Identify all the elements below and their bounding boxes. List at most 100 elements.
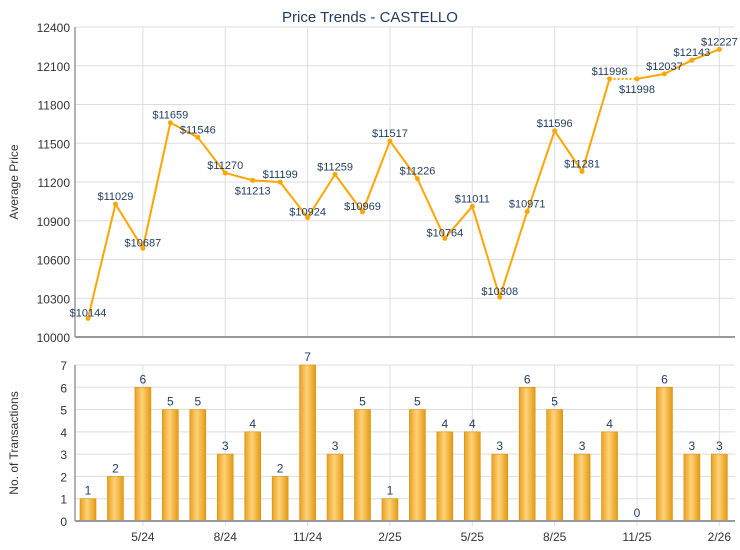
data-point [414,176,420,182]
y-axis-label-price: Average Price [7,144,21,219]
data-point [222,170,228,176]
bar-label: 6 [661,372,668,386]
y-tick-label: 10600 [37,254,71,268]
data-point [167,120,173,126]
bar [546,409,563,522]
bar-label: 5 [551,395,558,409]
data-point [277,179,283,185]
line-segment [197,136,227,174]
data-point [85,315,91,321]
data-label: $10924 [289,207,326,219]
data-label: $11546 [180,124,216,136]
y-tick-label: 0 [60,515,67,529]
data-point [661,71,667,77]
y-tick-label: 10300 [37,292,71,306]
bar-label: 1 [387,484,394,498]
bar-label: 2 [112,461,119,475]
data-point [716,46,722,52]
data-label: $11213 [235,185,271,197]
bar [79,498,97,522]
bar-label: 3 [222,439,229,453]
bar-label: 5 [194,395,201,409]
y-tick-label: 12100 [37,60,71,74]
data-label: $11517 [372,128,408,140]
data-label: $11226 [399,166,435,178]
data-point [634,76,640,82]
line-segment [87,203,117,319]
data-point [607,76,613,82]
y-tick-label: 11200 [38,176,71,190]
bar [271,476,289,522]
chart-title: Price Trends - CASTELLO [282,9,458,26]
line-segment [306,173,336,219]
line-segment [691,48,720,62]
bar [326,453,344,522]
y-tick-label: 4 [60,426,67,440]
line-segment [416,178,446,239]
line-segment [252,179,281,184]
y-tick-label: 7 [60,359,67,373]
x-tick-label: 11/25 [622,530,651,544]
bar-label: 5 [359,395,366,409]
data-point [305,215,311,221]
data-point [360,209,365,215]
bar-label: 3 [579,439,586,453]
line-segment [114,203,144,249]
line-segment [361,140,391,213]
data-label: $12037 [646,61,683,73]
data-label: $12227 [701,36,738,48]
data-label: $10308 [481,286,518,298]
y-tick-label: 10900 [37,215,71,229]
x-tick-label: 8/25 [543,530,567,544]
y-axis-label-transactions: No. of Transactions [7,391,21,494]
line-segment [279,181,309,219]
bar [436,431,454,522]
line-segment [664,59,693,75]
line-segment [389,140,419,180]
y-tick-label: 11500 [38,137,71,151]
data-label: $11199 [263,169,298,181]
data-label: $10687 [125,237,162,249]
data-point [250,177,256,183]
bar-label: 4 [469,417,476,431]
data-label: $11596 [537,118,573,130]
y-tick-label: 5 [60,404,67,418]
data-label: $11998 [592,66,628,78]
data-point [497,294,503,300]
line-segment [224,171,253,182]
data-point [579,169,585,175]
bar-label: 3 [332,439,339,453]
data-point [140,245,146,251]
line-segment [526,130,556,212]
data-label: $11270 [207,160,243,172]
bar [491,453,509,522]
bar-label: 5 [414,395,421,409]
y-tick-label: 12400 [37,21,71,35]
data-label: $11029 [98,191,134,203]
y-tick-label: 1 [60,493,67,507]
bar-label: 4 [442,417,449,431]
y-tick-label: 10000 [37,331,71,345]
bar-label: 4 [606,417,613,431]
data-label: $11659 [152,110,188,122]
data-point [469,203,475,209]
data-label: $11281 [564,159,600,171]
line-segment [636,72,665,80]
bar [518,386,536,522]
bar-label: 7 [304,350,311,364]
bar [162,409,179,522]
x-tick-label: 2/26 [708,530,732,544]
data-point [442,235,448,241]
bar [189,409,207,522]
line-segment [444,205,474,239]
x-tick-label: 8/24 [214,530,238,544]
data-label: $10764 [426,227,463,239]
data-label: $10969 [344,201,381,213]
bar-label: 6 [524,372,531,386]
line-segment [471,206,501,298]
bar [216,453,234,522]
bar [381,498,399,522]
y-tick-label: 3 [60,448,67,462]
